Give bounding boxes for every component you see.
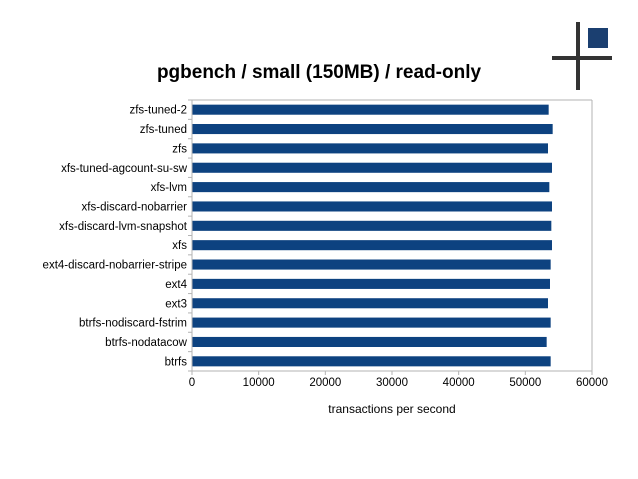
category-label: ext4 (165, 279, 187, 291)
x-tick-label: 20000 (309, 377, 341, 389)
x-tick-label: 40000 (443, 377, 475, 389)
category-label: xfs-discard-lvm-snapshot (59, 221, 188, 233)
x-axis-label: transactions per second (328, 402, 456, 416)
x-tick-label: 50000 (509, 377, 541, 389)
bar-ext4 (192, 278, 550, 289)
x-tick-label: 10000 (243, 377, 275, 389)
logo-horizontal-line (552, 56, 612, 60)
bar-btrfs-nodatacow (192, 336, 547, 347)
category-label: btrfs-nodatacow (105, 337, 188, 349)
category-label: ext4-discard-nobarrier-stripe (43, 260, 187, 272)
bar-xfs-lvm (192, 182, 550, 193)
x-tick-label: 30000 (376, 377, 408, 389)
category-label: ext3 (165, 298, 187, 310)
bar-xfs-discard-lvm-snapshot (192, 220, 552, 231)
bar-xfs-discard-nobarrier (192, 201, 552, 212)
chart-title: pgbench / small (150MB) / read-only (156, 62, 482, 83)
category-label: btrfs (165, 356, 188, 368)
category-label: zfs (172, 143, 187, 155)
category-label: xfs-discard-nobarrier (82, 201, 188, 213)
category-label: xfs-tuned-agcount-su-sw (61, 163, 188, 175)
bar-btrfs (192, 356, 551, 367)
x-tick-label: 60000 (576, 377, 608, 389)
bar-zfs (192, 143, 548, 154)
bar-ext3 (192, 298, 548, 309)
category-label: xfs-lvm (151, 182, 187, 194)
bar-ext4-discard-nobarrier-stripe (192, 259, 551, 270)
bar-btrfs-nodiscard-fstrim (192, 317, 551, 328)
bar-xfs (192, 240, 552, 251)
cross-logo (552, 22, 612, 90)
bar-zfs-tuned-2 (192, 104, 549, 115)
category-label: zfs-tuned (140, 124, 187, 136)
logo-square (588, 28, 608, 48)
x-tick-label: 0 (189, 377, 195, 389)
category-label: btrfs-nodiscard-fstrim (79, 318, 187, 330)
category-label: xfs (172, 240, 187, 252)
bar-zfs-tuned (192, 124, 553, 135)
category-label: zfs-tuned-2 (129, 105, 187, 117)
bar-xfs-tuned-agcount-su-sw (192, 162, 552, 173)
